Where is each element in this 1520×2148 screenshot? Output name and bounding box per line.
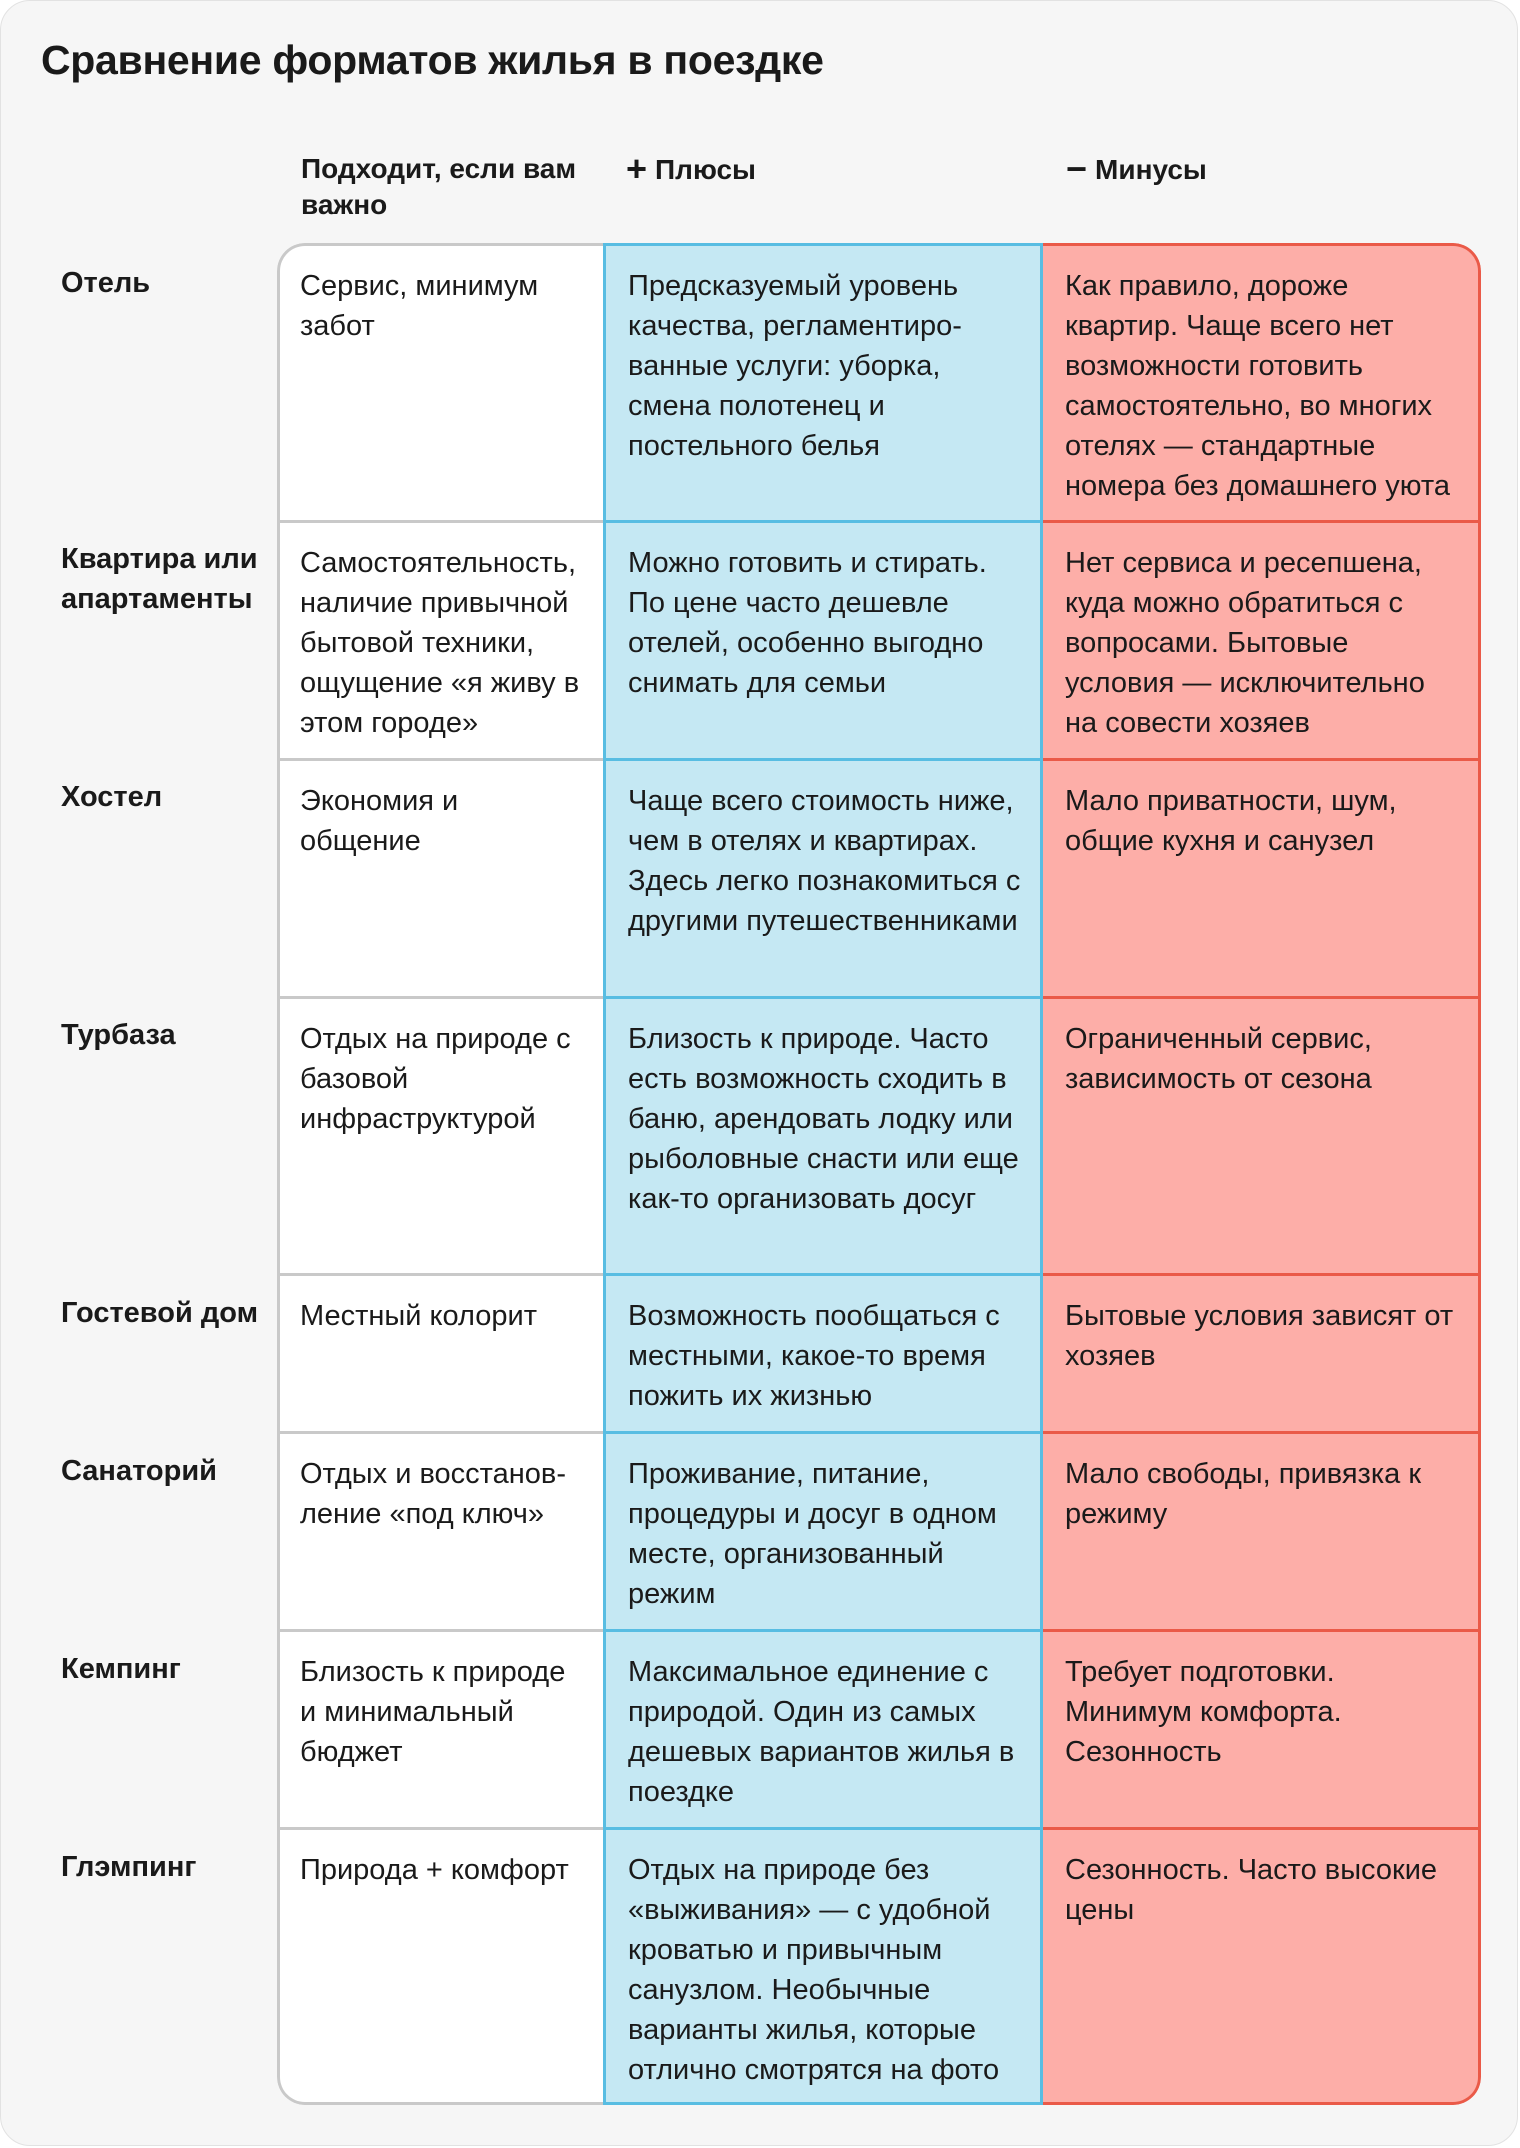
table-cell: Бытовые условия зависят от хозяев [1043, 1276, 1478, 1434]
row-label: Турбаза [61, 1019, 176, 1051]
table-cell: Сезонность. Часто высокие цены [1065, 1854, 1438, 1926]
table-cell: Требует подготовки. Минимум комфорта. Се… [1043, 1632, 1478, 1830]
table-cell: Ограниченный сервис, зависимость от сезо… [1043, 999, 1478, 1276]
minus-icon: − [1066, 148, 1088, 189]
page-title: Сравнение форматов жилья в поездке [41, 37, 824, 83]
row-label: Кемпинг [61, 1653, 181, 1685]
header-suitable: Подходит, если вам важно [301, 153, 577, 220]
table-cell: Отдых на природе без «выживания» — с удо… [628, 1854, 1000, 2086]
table-cell: Природа + комфорт [300, 1854, 569, 1886]
table-cell: Отдых и восстанов­ление «под ключ» [280, 1434, 603, 1632]
table-cell: Экономия и общение [280, 761, 603, 999]
header-cons: − Минусы [1066, 151, 1207, 188]
table-cell: Близость к природе. Часто есть возможнос… [606, 999, 1040, 1276]
table-cell: Мало свободы, привязка к режиму [1043, 1434, 1478, 1632]
table-cell: Отдых на природе с базовой инфраструктур… [280, 999, 603, 1276]
table-cell: Близость к природе и минимальный бюджет [280, 1632, 603, 1830]
table-cell: Нет сервиса и ресепшена, куда можно обра… [1043, 523, 1478, 761]
table-cell: Можно готовить и стирать. По цене часто … [606, 523, 1040, 761]
column-pros: Предсказуемый уровень качества, регламен… [603, 243, 1043, 2105]
row-label: Санаторий [61, 1455, 217, 1487]
header-pros: + Плюсы [626, 151, 756, 188]
table-cell: Местный колорит [280, 1276, 603, 1434]
table-cell: Предсказуемый уровень качества, регламен… [606, 246, 1040, 523]
table-cell: Проживание, питание, процедуры и досуг в… [606, 1434, 1040, 1632]
row-label: Гостевой дом [61, 1297, 259, 1329]
table-cell: Чаще всего стоимость ниже, чем в отелях … [606, 761, 1040, 999]
row-label: Глэмпинг [61, 1851, 197, 1883]
table-cell: Возможность пообщаться с местными, какое… [606, 1276, 1040, 1434]
row-label: Хостел [61, 781, 163, 813]
column-suitable: Сервис, минимум забот Самостоятельность,… [277, 243, 603, 2105]
table-cell: Как правило, дороже квартир. Чаще всего … [1043, 246, 1478, 523]
row-label: Отель [61, 267, 151, 299]
comparison-table: Сервис, минимум забот Самостоятельность,… [277, 243, 1481, 2105]
table-cell: Мало приватности, шум, общие кухня и сан… [1043, 761, 1478, 999]
header-pros-label: Плюсы [655, 154, 756, 185]
table-cell: Сервис, минимум забот [280, 246, 603, 523]
column-cons: Как правило, дороже квартир. Чаще всего … [1043, 243, 1481, 2105]
table-cell: Самостоятельность, наличие привычной быт… [280, 523, 603, 761]
table-cell: Максимальное единение с природой. Один и… [606, 1632, 1040, 1830]
row-label: Квартира или апарта­менты [61, 543, 258, 615]
plus-icon: + [626, 148, 648, 189]
header-cons-label: Минусы [1095, 154, 1207, 185]
